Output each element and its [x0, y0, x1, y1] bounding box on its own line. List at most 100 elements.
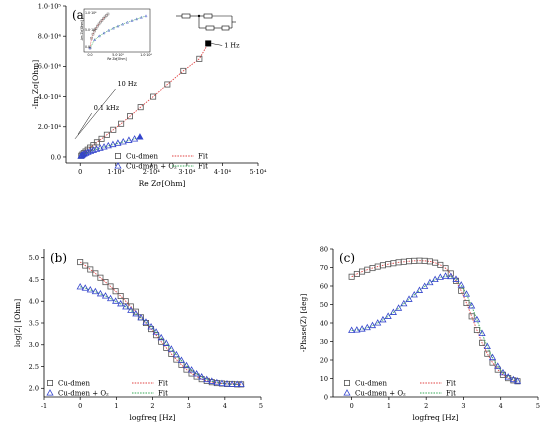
series-0	[78, 40, 212, 159]
data-point	[494, 362, 502, 369]
legend-marker	[47, 379, 54, 386]
x-tick-label: 2	[424, 402, 428, 410]
x-tick-label: 4·10⁴	[214, 168, 231, 176]
legend: Cu-dmen Fit Cu-dmen + O₂ Fit	[343, 379, 456, 398]
inset-x-tick-label: 0.0	[87, 53, 92, 57]
y-tick-label: 80	[320, 245, 328, 253]
data-point	[410, 290, 418, 298]
legend-fit-label: Fit	[198, 153, 208, 161]
data-point	[103, 131, 110, 138]
data-point	[112, 288, 119, 295]
data-point	[92, 270, 99, 277]
data-point	[122, 302, 130, 310]
data-point	[494, 366, 501, 373]
data-point	[118, 120, 125, 127]
inset-point	[97, 22, 101, 26]
data-point	[142, 318, 150, 325]
inset-y-tick-label: 0.0	[85, 45, 90, 49]
inset-point	[97, 34, 101, 38]
data-point	[479, 339, 486, 346]
data-point	[203, 375, 211, 383]
inset-point	[144, 14, 148, 18]
inset-chart: 0.0 5.0·10³ 1.0·10⁴ 1.0·10⁴ 5.0·10³ 0.0 Re Zσ[…	[80, 8, 152, 61]
data-point	[164, 81, 171, 88]
data-point	[178, 361, 185, 368]
highlight-point	[205, 40, 212, 47]
series-1	[348, 272, 522, 384]
data-point	[233, 380, 241, 387]
x-tick-label: 0	[78, 168, 82, 176]
data-point	[152, 328, 160, 335]
data-point	[132, 309, 140, 317]
data-point	[86, 147, 95, 154]
data-point	[468, 302, 476, 309]
data-point	[473, 327, 480, 334]
data-point	[97, 274, 104, 281]
y-tick-label: 5.0	[29, 254, 39, 262]
inset-point	[88, 46, 92, 50]
data-point	[110, 126, 117, 133]
legend: Cu-dmen Fit Cu-dmen + O₂ Fit	[114, 153, 208, 171]
data-point	[119, 137, 127, 145]
annotation-label: 10 Hz	[118, 80, 138, 88]
data-point	[137, 104, 144, 111]
x-tick-label: 4	[223, 402, 227, 410]
data-point	[96, 289, 105, 297]
data-point	[447, 272, 455, 280]
y-tick-label: 40	[320, 319, 328, 327]
data-point	[513, 377, 522, 384]
data-point	[488, 353, 497, 361]
annotation-leader	[77, 113, 92, 135]
inset-point	[135, 17, 139, 21]
data-point	[109, 140, 117, 148]
data-point	[157, 333, 165, 341]
resistor-icon	[205, 25, 215, 31]
data-point	[76, 282, 84, 290]
data-point	[87, 266, 94, 273]
legend-marker	[343, 379, 350, 386]
y-tick-label: 10	[320, 375, 328, 383]
inset-fit-line	[89, 13, 109, 49]
data-point	[379, 315, 387, 323]
data-point	[458, 287, 465, 294]
data-point	[437, 261, 444, 268]
data-point	[98, 135, 105, 142]
legend-marker	[114, 162, 122, 169]
y-tick-label: 3.5	[29, 319, 39, 327]
data-point	[421, 282, 429, 289]
legend-fit-label: Fit	[158, 390, 168, 398]
x-tick-label: 5	[259, 402, 263, 410]
y-tick-label: 50	[320, 301, 328, 309]
data-point	[177, 356, 186, 363]
data-point	[158, 338, 165, 345]
x-tick-label: 2·10⁴	[143, 168, 160, 176]
fit-line	[351, 260, 518, 382]
data-point	[183, 366, 190, 373]
y-tick-label: 30	[320, 338, 328, 346]
data-point	[447, 270, 454, 277]
y-tick-label: 4.0·10⁴	[38, 93, 62, 101]
y-tick-label: 0	[324, 393, 328, 401]
data-point	[147, 322, 155, 330]
data-point	[473, 315, 481, 323]
data-point	[400, 299, 408, 307]
y-tick-label: 8.0·10⁴	[38, 32, 62, 40]
y-tick-label: 4.0	[29, 298, 39, 306]
data-point	[172, 350, 180, 358]
x-tick-label: 1	[114, 402, 118, 410]
data-point	[127, 306, 135, 313]
data-point	[127, 303, 134, 310]
data-point	[483, 342, 491, 349]
data-point	[358, 325, 366, 332]
data-point	[131, 135, 139, 142]
annotation-label: 0.1 kHz	[94, 104, 120, 112]
inset-point	[90, 36, 93, 40]
data-point	[187, 366, 196, 373]
data-point	[82, 262, 89, 269]
annotation-leader	[211, 43, 223, 46]
series-1	[77, 133, 144, 159]
y-tick-label: 3.0	[29, 341, 39, 349]
data-point	[86, 285, 94, 293]
